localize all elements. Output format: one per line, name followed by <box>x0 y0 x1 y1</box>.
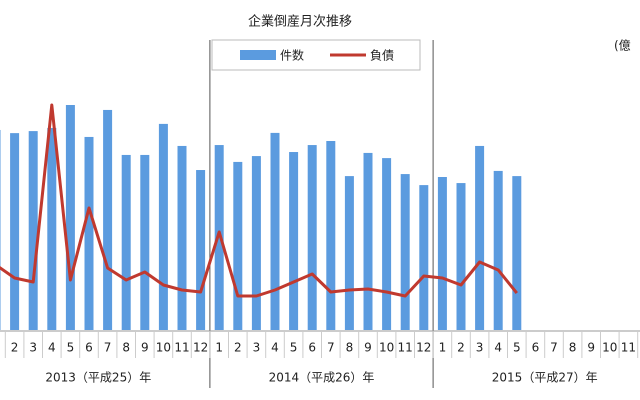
x-tick-label: 1 <box>215 341 223 355</box>
bar <box>512 176 522 330</box>
group-label: 2014（平成26）年 <box>269 371 375 385</box>
bar <box>475 145 485 330</box>
bar <box>196 170 206 330</box>
bar <box>307 145 317 330</box>
bar <box>363 152 373 330</box>
bar <box>270 132 280 330</box>
x-tick-label: 8 <box>122 341 130 355</box>
bar <box>289 152 299 330</box>
legend-label: 負債 <box>370 48 394 63</box>
bar <box>47 127 57 330</box>
bar <box>419 185 429 330</box>
x-tick-label: 1 <box>439 341 447 355</box>
x-tick-label: 6 <box>85 341 93 355</box>
bar <box>10 133 20 330</box>
bar <box>140 154 150 330</box>
x-tick-label: 8 <box>569 341 577 355</box>
x-tick-label: 12 <box>193 341 208 355</box>
bar <box>382 158 392 330</box>
x-tick-label: 6 <box>532 341 540 355</box>
x-tick-label: 12 <box>416 341 431 355</box>
x-tick-label: 3 <box>29 341 37 355</box>
x-tick-label: 3 <box>253 341 261 355</box>
y2-axis-label: (億 <box>614 39 631 53</box>
bar <box>437 177 447 330</box>
x-tick-label: 5 <box>513 341 521 355</box>
x-tick-label: 9 <box>587 341 595 355</box>
x-tick-label: 2 <box>11 341 19 355</box>
x-tick-label: 6 <box>308 341 316 355</box>
bar <box>28 131 38 330</box>
x-tick-label: 9 <box>364 341 372 355</box>
x-tick-label: 10 <box>156 341 171 355</box>
bar <box>177 145 187 330</box>
bar <box>158 123 168 331</box>
x-tick-label: 7 <box>327 341 335 355</box>
legend-label: 件数 <box>280 48 304 63</box>
x-tick-label: 7 <box>550 341 558 355</box>
x-tick-label: 4 <box>494 341 502 355</box>
x-tick-label: 10 <box>379 341 394 355</box>
x-tick-label: 2 <box>234 341 242 355</box>
x-tick-label: 5 <box>67 341 75 355</box>
bar <box>400 174 410 330</box>
bar <box>214 145 224 330</box>
x-tick-label: 11 <box>398 341 413 355</box>
x-tick-label: 5 <box>290 341 298 355</box>
bar <box>344 176 354 330</box>
group-label: 2015（平成27）年 <box>492 371 598 385</box>
bar <box>233 161 243 330</box>
bar <box>456 183 466 330</box>
line <box>0 103 518 298</box>
x-tick-label: 11 <box>621 341 636 355</box>
bar <box>121 154 131 330</box>
x-tick-label: 7 <box>104 341 112 355</box>
bar <box>84 136 94 330</box>
x-tick-label: 11 <box>174 341 189 355</box>
legend-swatch <box>240 50 276 60</box>
bar <box>65 105 75 330</box>
x-tick-label: 9 <box>141 341 149 355</box>
bar <box>0 129 1 330</box>
x-tick-label: 2 <box>457 341 465 355</box>
bar <box>326 141 336 330</box>
bar <box>493 170 503 330</box>
x-tick-label: 4 <box>271 341 279 355</box>
x-tick-label: 10 <box>602 341 617 355</box>
group-label: 2013（平成25）年 <box>45 371 151 385</box>
bar <box>251 156 261 330</box>
x-tick-label: 3 <box>476 341 484 355</box>
x-tick-label: 4 <box>48 341 56 355</box>
x-tick-label: 8 <box>346 341 354 355</box>
bar <box>103 109 113 330</box>
chart-title: 企業倒産月次推移 <box>248 14 352 30</box>
